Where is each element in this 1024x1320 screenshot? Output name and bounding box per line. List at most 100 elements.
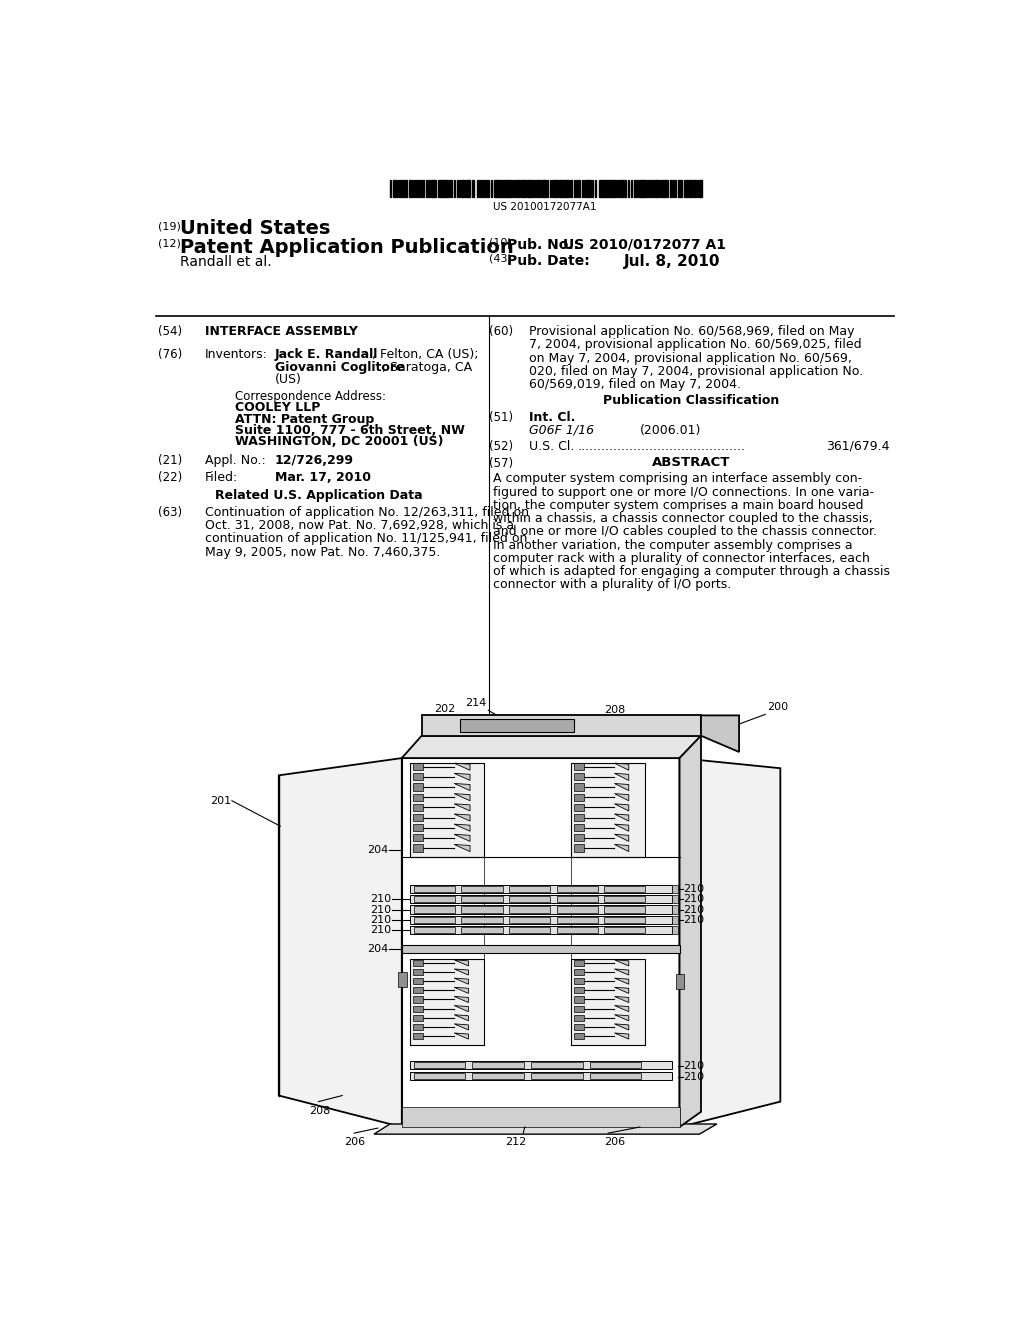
Text: Randall et al.: Randall et al. bbox=[179, 255, 271, 269]
Bar bbox=[662, 180, 666, 197]
Text: Pub. No.:: Pub. No.: bbox=[507, 238, 580, 252]
Bar bbox=[443, 180, 444, 197]
Bar bbox=[413, 1024, 423, 1030]
Bar bbox=[472, 180, 474, 197]
Bar bbox=[509, 907, 550, 912]
Bar bbox=[655, 180, 658, 197]
Text: figured to support one or more I/O connections. In one varia-: figured to support one or more I/O conne… bbox=[494, 486, 874, 499]
Polygon shape bbox=[455, 997, 468, 1002]
Polygon shape bbox=[279, 758, 401, 1127]
Polygon shape bbox=[614, 774, 629, 780]
Polygon shape bbox=[614, 804, 629, 810]
Bar bbox=[414, 927, 455, 933]
Text: 210: 210 bbox=[371, 925, 391, 935]
Bar bbox=[412, 180, 414, 197]
Bar bbox=[414, 1073, 465, 1080]
Bar bbox=[459, 180, 460, 197]
Text: ATTN: Patent Group: ATTN: Patent Group bbox=[236, 412, 375, 425]
Bar bbox=[414, 896, 455, 903]
Bar bbox=[639, 180, 641, 197]
Bar bbox=[574, 784, 585, 791]
Bar bbox=[574, 960, 585, 966]
Polygon shape bbox=[455, 774, 470, 780]
Bar bbox=[672, 886, 678, 894]
Text: G06F 1/16: G06F 1/16 bbox=[528, 424, 594, 437]
Text: United States: United States bbox=[179, 219, 330, 239]
Bar bbox=[574, 1006, 585, 1011]
Text: Suite 1100, 777 - 6th Street, NW: Suite 1100, 777 - 6th Street, NW bbox=[236, 424, 465, 437]
Bar bbox=[575, 180, 577, 197]
Polygon shape bbox=[455, 793, 470, 801]
Bar bbox=[455, 180, 456, 197]
Bar bbox=[413, 834, 423, 841]
Text: (63): (63) bbox=[158, 506, 182, 519]
Text: 020, filed on May 7, 2004, provisional application No.: 020, filed on May 7, 2004, provisional a… bbox=[528, 364, 863, 378]
Text: Mar. 17, 2010: Mar. 17, 2010 bbox=[274, 471, 371, 484]
Text: US 2010/0172077 A1: US 2010/0172077 A1 bbox=[563, 238, 726, 252]
Bar bbox=[504, 180, 507, 197]
Bar bbox=[534, 180, 535, 197]
Polygon shape bbox=[455, 987, 468, 994]
Text: , Saratoga, CA: , Saratoga, CA bbox=[382, 360, 472, 374]
Bar bbox=[410, 763, 483, 857]
Bar bbox=[590, 1073, 641, 1080]
Bar bbox=[604, 886, 645, 892]
Bar bbox=[509, 916, 550, 923]
Bar bbox=[574, 774, 585, 780]
Bar bbox=[659, 180, 660, 197]
Bar bbox=[479, 180, 480, 197]
Text: COOLEY LLP: COOLEY LLP bbox=[236, 401, 321, 414]
Bar bbox=[569, 180, 572, 197]
Bar bbox=[445, 180, 447, 197]
Bar bbox=[641, 180, 643, 197]
Bar bbox=[413, 774, 423, 780]
Text: 212: 212 bbox=[505, 1138, 526, 1147]
Text: 210: 210 bbox=[371, 904, 391, 915]
Bar bbox=[461, 927, 503, 933]
Bar bbox=[413, 1006, 423, 1011]
Polygon shape bbox=[614, 969, 629, 975]
Bar bbox=[423, 180, 424, 197]
Bar bbox=[413, 814, 423, 821]
Text: 214: 214 bbox=[466, 698, 486, 709]
Bar bbox=[486, 180, 487, 197]
Text: 210: 210 bbox=[684, 915, 705, 925]
Bar bbox=[566, 180, 569, 197]
Bar bbox=[590, 1063, 641, 1068]
Bar bbox=[467, 180, 470, 197]
Bar bbox=[413, 987, 423, 994]
Bar bbox=[495, 180, 497, 197]
Text: 361/679.4: 361/679.4 bbox=[826, 440, 890, 453]
Bar bbox=[414, 916, 455, 923]
Polygon shape bbox=[374, 1125, 717, 1134]
Bar bbox=[531, 1073, 583, 1080]
Bar bbox=[461, 916, 503, 923]
Bar bbox=[648, 180, 651, 197]
Text: INTERFACE ASSEMBLY: INTERFACE ASSEMBLY bbox=[205, 325, 357, 338]
Bar bbox=[461, 180, 465, 197]
Bar bbox=[668, 180, 669, 197]
Bar bbox=[646, 180, 648, 197]
Bar bbox=[672, 916, 678, 924]
Polygon shape bbox=[701, 715, 739, 752]
Bar bbox=[521, 180, 523, 197]
Bar bbox=[672, 906, 678, 913]
Polygon shape bbox=[455, 804, 470, 810]
Text: 206: 206 bbox=[604, 1138, 626, 1147]
Bar bbox=[413, 978, 423, 985]
Text: Giovanni Coglitore: Giovanni Coglitore bbox=[274, 360, 404, 374]
Bar bbox=[509, 896, 550, 903]
Bar bbox=[413, 804, 423, 810]
Bar bbox=[431, 180, 433, 197]
Bar bbox=[557, 886, 598, 892]
Bar bbox=[531, 1063, 583, 1068]
Bar bbox=[490, 180, 492, 197]
Bar bbox=[413, 763, 423, 771]
Polygon shape bbox=[455, 845, 470, 851]
Bar bbox=[428, 180, 430, 197]
Text: Inventors:: Inventors: bbox=[205, 348, 268, 362]
Bar bbox=[643, 180, 646, 197]
Bar bbox=[693, 180, 696, 197]
Bar bbox=[610, 180, 611, 197]
Bar bbox=[472, 1073, 524, 1080]
